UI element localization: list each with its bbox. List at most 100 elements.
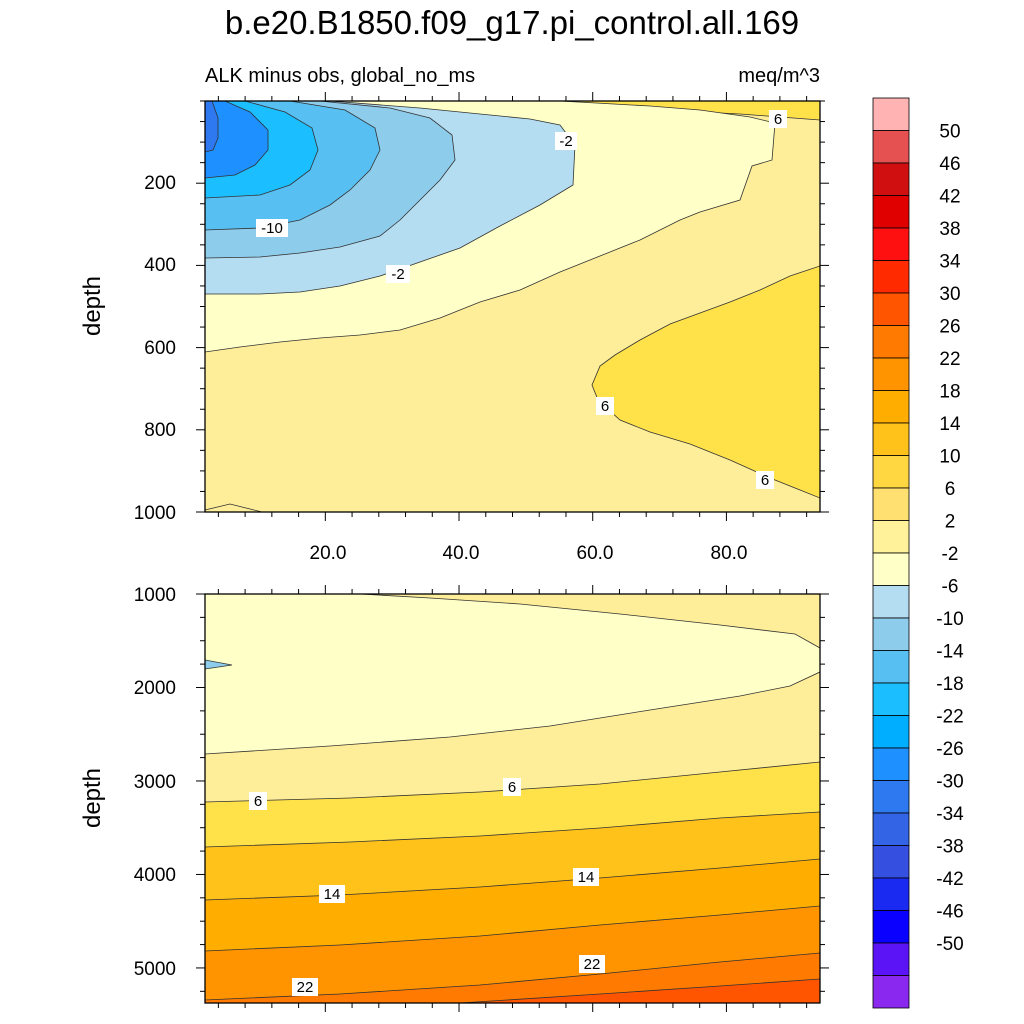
colorbar-label: -38 bbox=[936, 837, 963, 858]
colorbar-swatch bbox=[872, 910, 910, 944]
colorbar-label: -46 bbox=[936, 902, 963, 923]
y-tick-label: 1000 bbox=[134, 585, 176, 606]
y-tick-label: 3000 bbox=[134, 772, 176, 793]
contour-label: 6 bbox=[254, 793, 262, 810]
chart-subtitle-right: meq/m^3 bbox=[738, 65, 820, 87]
colorbar-swatch bbox=[872, 617, 910, 651]
colorbar-swatch bbox=[872, 260, 910, 294]
y-tick-label: 800 bbox=[144, 420, 176, 441]
colorbar-label: 22 bbox=[939, 349, 960, 370]
colorbar-swatch bbox=[872, 292, 910, 326]
colorbar-swatch bbox=[872, 877, 910, 911]
contour-label: 14 bbox=[578, 869, 595, 886]
colorbar-label: -34 bbox=[936, 804, 964, 825]
contour-label: 6 bbox=[601, 398, 609, 415]
y-tick-label: 400 bbox=[144, 255, 176, 276]
colorbar-label: -30 bbox=[936, 772, 963, 793]
colorbar-swatch bbox=[872, 942, 910, 976]
colorbar-label: 42 bbox=[939, 187, 960, 208]
upper-fill-m26-m22 bbox=[205, 101, 219, 153]
clabel-box bbox=[555, 132, 577, 150]
clabel-box bbox=[503, 778, 521, 796]
contour-label: -10 bbox=[261, 220, 283, 237]
colorbar-label: -18 bbox=[936, 674, 963, 695]
colorbar-label: -2 bbox=[942, 544, 959, 565]
contour-label: 14 bbox=[324, 886, 341, 903]
y-tick-label: 5000 bbox=[134, 959, 176, 980]
colorbar-label: 46 bbox=[939, 154, 960, 175]
y-tick-label: 4000 bbox=[134, 865, 176, 886]
colorbar-swatch bbox=[872, 585, 910, 619]
clabel-box bbox=[256, 219, 288, 237]
colorbar-label: 34 bbox=[939, 252, 961, 273]
x-tick-label: 20.0 bbox=[310, 543, 347, 564]
colorbar-swatch bbox=[872, 747, 910, 781]
colorbar-swatch bbox=[872, 162, 910, 196]
colorbar-label: -50 bbox=[936, 934, 963, 955]
upper-contour-labels: 6 -2 -10 -2 6 6 bbox=[256, 110, 787, 489]
colorbar-label: -14 bbox=[936, 642, 964, 663]
upper-y-ticks: 200 400 600 800 1000 bbox=[134, 173, 176, 524]
y-tick-label: 200 bbox=[144, 173, 176, 194]
clabel-box bbox=[319, 885, 345, 903]
lower-tick-marks bbox=[196, 585, 829, 1012]
lower-y-axis-label: depth bbox=[79, 768, 106, 828]
contour-label: 6 bbox=[774, 111, 782, 128]
colorbar-swatch bbox=[872, 390, 910, 424]
colorbar-swatch bbox=[872, 97, 910, 131]
colorbar-swatch bbox=[872, 812, 910, 846]
clabel-box bbox=[386, 265, 410, 283]
contour-label: 6 bbox=[508, 779, 516, 796]
x-tick-label: 80.0 bbox=[711, 543, 748, 564]
lower-fill-left-wedge bbox=[205, 659, 233, 670]
upper-panel: 6 -2 -10 -2 6 6 200 400 600 800 1000 dep… bbox=[79, 92, 829, 564]
colorbar-swatch bbox=[872, 357, 910, 391]
colorbar-swatch bbox=[872, 552, 910, 586]
colorbar-swatch bbox=[872, 130, 910, 164]
colorbar-swatch bbox=[872, 325, 910, 359]
clabel-box bbox=[249, 792, 267, 810]
x-tick-labels: 20.0 40.0 60.0 80.0 bbox=[310, 543, 748, 564]
lower-panel: 6 6 14 14 22 22 1000 2000 3000 4000 5000… bbox=[79, 585, 829, 1012]
colorbar-label: -26 bbox=[936, 739, 963, 760]
colorbar-swatch bbox=[872, 780, 910, 814]
colorbar-swatch bbox=[872, 682, 910, 716]
colorbar-label: 38 bbox=[939, 219, 960, 240]
x-tick-label: 40.0 bbox=[443, 543, 480, 564]
colorbar-label: 6 bbox=[945, 479, 956, 500]
upper-contour-bottom bbox=[205, 503, 263, 512]
lower-contour-labels: 6 6 14 14 22 22 bbox=[249, 778, 605, 996]
contour-label: -2 bbox=[559, 133, 572, 150]
colorbar-label: 18 bbox=[939, 382, 960, 403]
upper-fill-m22-m18 bbox=[205, 101, 269, 179]
clabel-box bbox=[596, 397, 614, 415]
upper-y-axis-label: depth bbox=[79, 276, 106, 336]
colorbar-label: 50 bbox=[939, 122, 960, 143]
contour-label: 22 bbox=[584, 956, 601, 973]
chart-title: b.e20.B1850.f09_g17.pi_control.all.169 bbox=[225, 4, 799, 41]
contour-label: 6 bbox=[761, 472, 769, 489]
lower-fill-right-cap bbox=[359, 594, 820, 649]
colorbar-swatch bbox=[872, 195, 910, 229]
colorbar-swatch bbox=[872, 715, 910, 749]
colorbar-label: 30 bbox=[939, 284, 960, 305]
colorbar-swatch bbox=[872, 487, 910, 521]
clabel-box bbox=[579, 955, 605, 973]
colorbar-label: 14 bbox=[939, 414, 961, 435]
upper-tick-marks bbox=[196, 92, 829, 521]
clabel-box bbox=[769, 110, 787, 128]
colorbar-swatch bbox=[872, 422, 910, 456]
chart-subtitle-left: ALK minus obs, global_no_ms bbox=[205, 65, 475, 87]
colorbar-swatch bbox=[872, 975, 910, 1009]
lower-fill-26-30 bbox=[459, 978, 820, 1003]
colorbar: 50 46 42 38 34 30 26 22 18 14 10 6 2 -2 -6 -10 -14 -18 -22… bbox=[872, 97, 964, 1009]
contour-label: -2 bbox=[391, 266, 404, 283]
colorbar-swatch bbox=[872, 650, 910, 684]
colorbar-label: -42 bbox=[936, 869, 963, 890]
clabel-box bbox=[573, 868, 599, 886]
y-tick-label: 600 bbox=[144, 338, 176, 359]
colorbar-label: 2 bbox=[945, 512, 956, 533]
colorbar-label: -6 bbox=[942, 577, 959, 598]
colorbar-label: 10 bbox=[939, 447, 960, 468]
